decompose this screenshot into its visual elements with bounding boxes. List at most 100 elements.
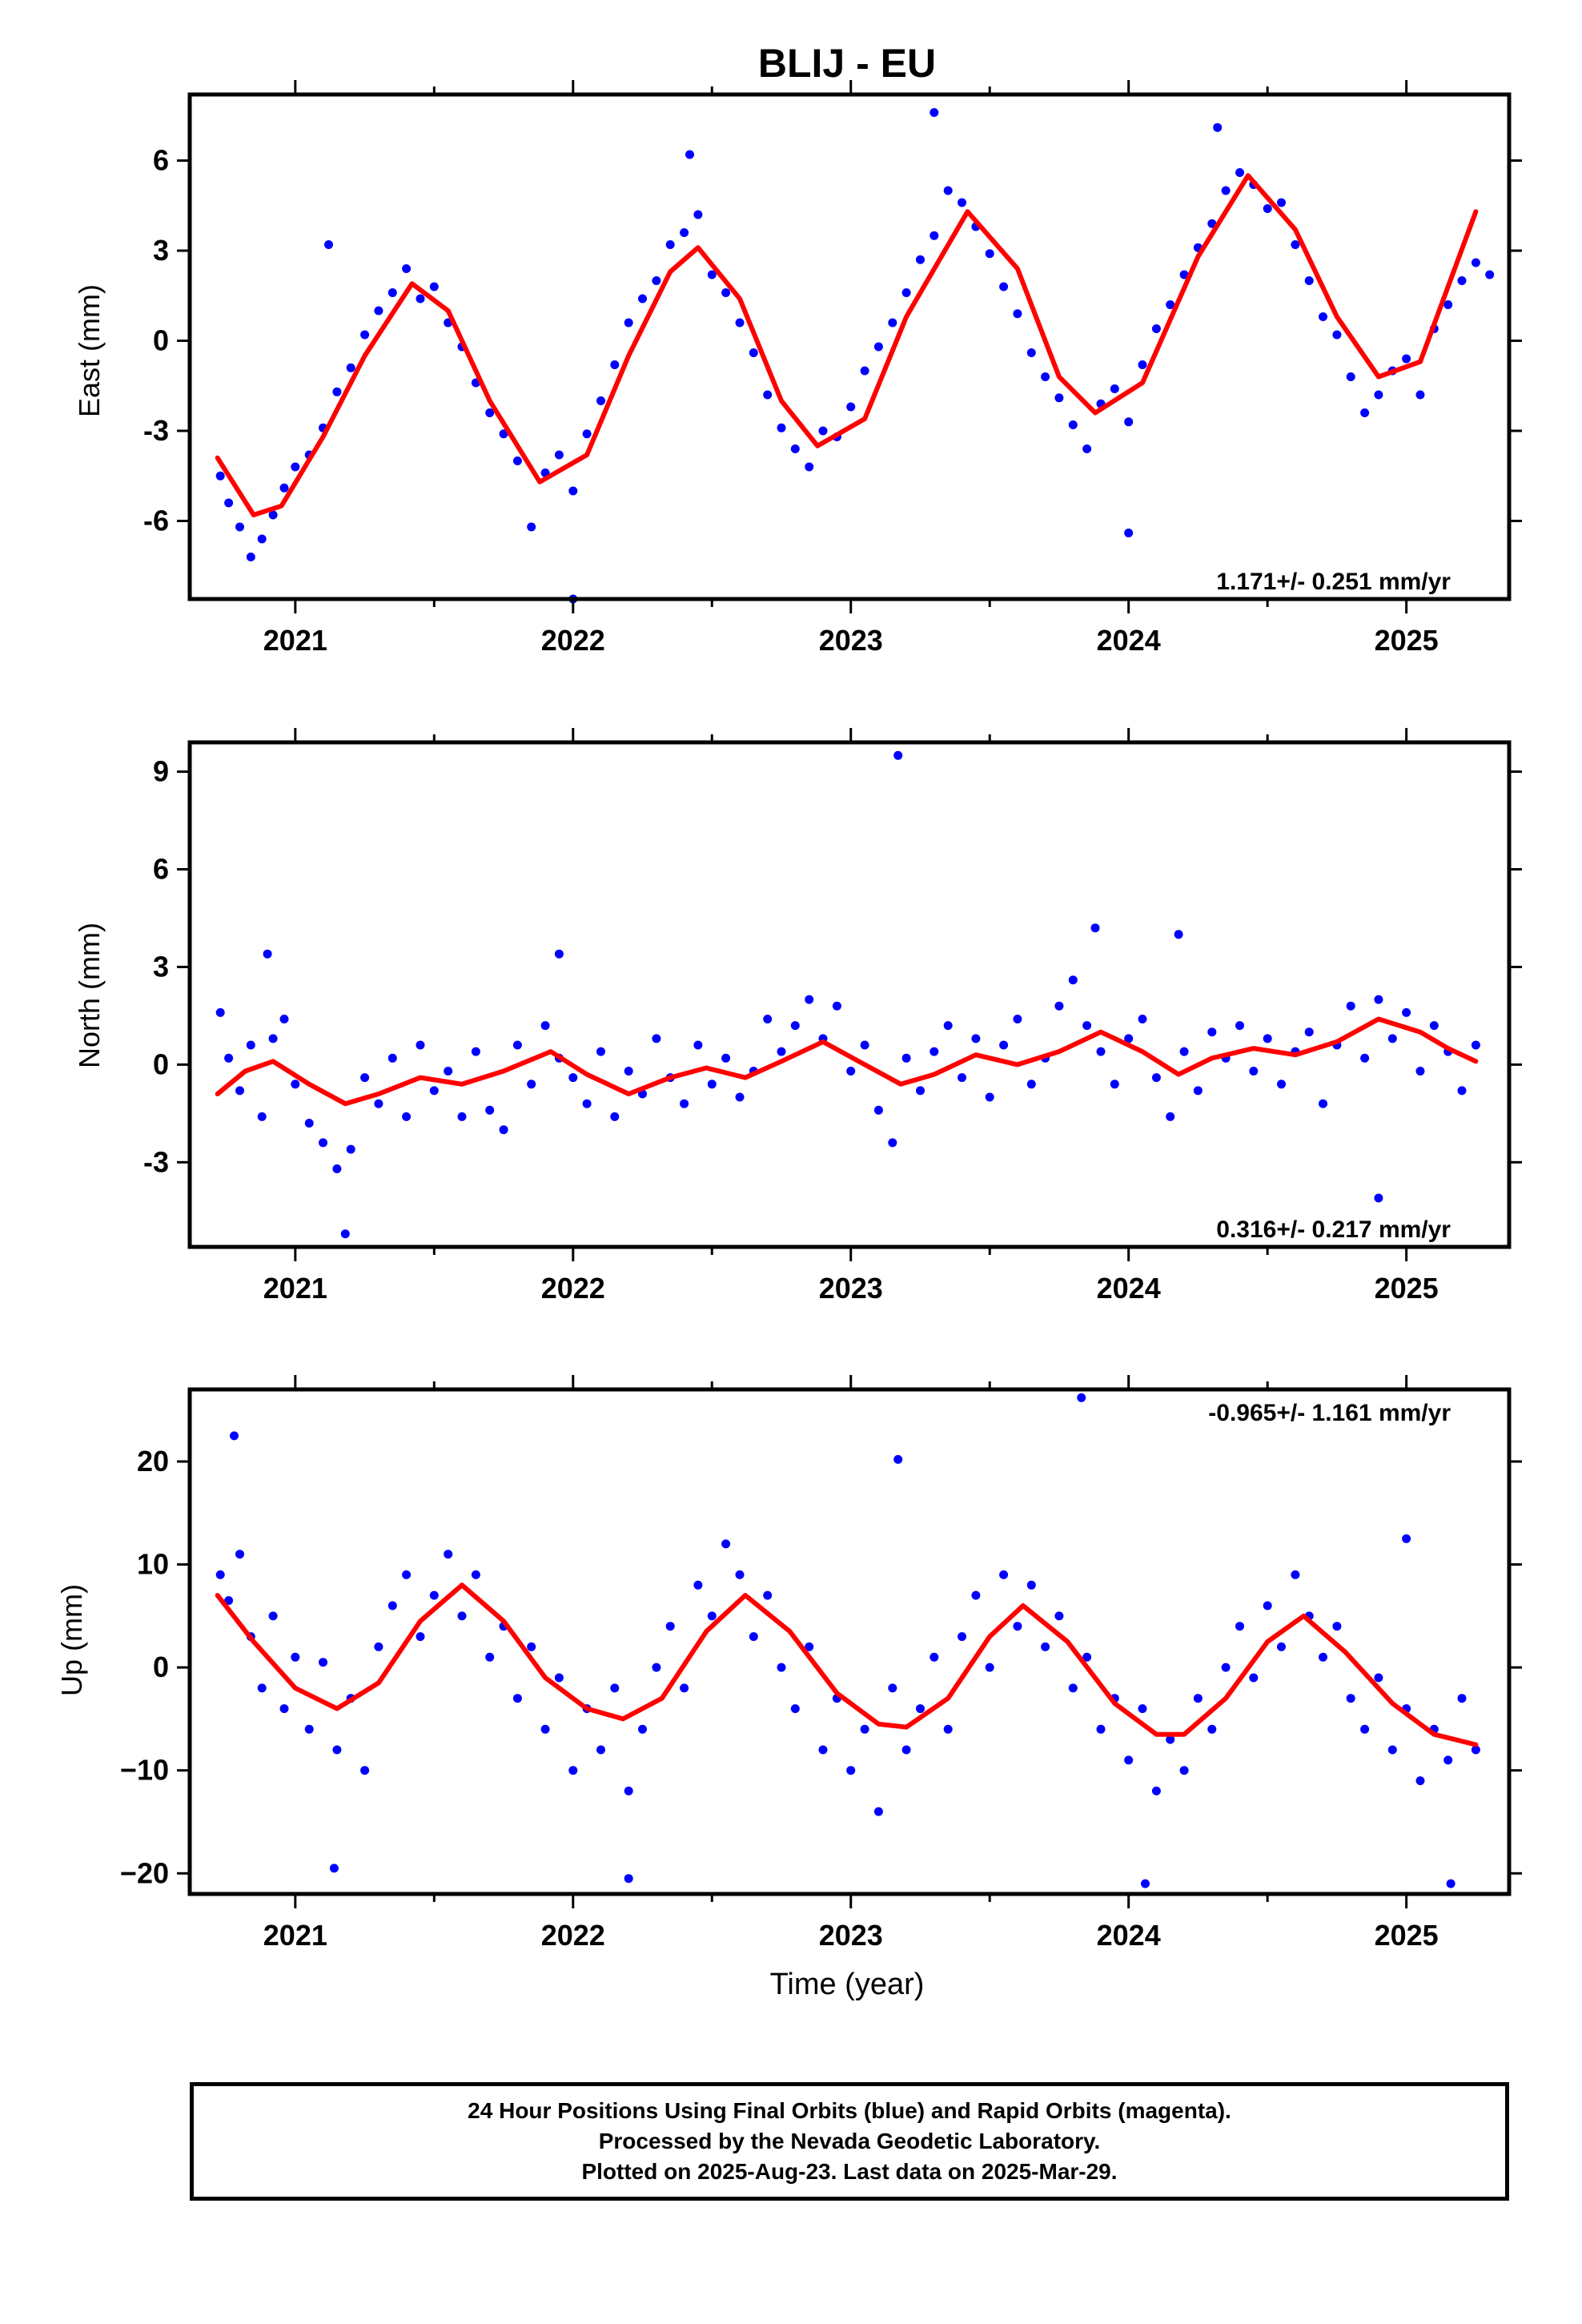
caption-box: 24 Hour Positions Using Final Orbits (bl… <box>190 2082 1509 2201</box>
east-y-tick-label: -6 <box>143 505 169 537</box>
up-data-point <box>873 1807 883 1816</box>
east-data-point <box>1360 408 1370 417</box>
up-data-point <box>1041 1642 1050 1651</box>
east-data-point <box>680 228 689 237</box>
east-data-point <box>1443 300 1453 309</box>
east-data-point <box>749 348 758 357</box>
up-data-point <box>1151 1786 1161 1795</box>
up-data-point <box>846 1766 856 1775</box>
east-rate-label: 1.171+/- 0.251 mm/yr <box>1216 569 1451 595</box>
east-axis-label: East (mm) <box>73 284 106 417</box>
north-data-point <box>582 1099 592 1108</box>
east-data-point <box>638 294 647 304</box>
east-x-tick-label: 2024 <box>1097 624 1161 657</box>
up-data-point <box>1457 1694 1467 1703</box>
north-data-point <box>340 1229 350 1239</box>
north-data-point <box>707 1080 717 1089</box>
north-data-point <box>860 1040 869 1050</box>
east-plot-frame <box>187 92 1512 601</box>
up-data-point <box>1179 1766 1189 1775</box>
up-data-point <box>257 1683 267 1693</box>
east-data-point <box>1151 324 1161 333</box>
east-data-point <box>901 288 911 297</box>
up-data-point <box>1443 1755 1453 1765</box>
east-points <box>215 108 1495 604</box>
north-data-point <box>610 1112 620 1121</box>
up-data-point <box>1387 1745 1397 1755</box>
north-data-point <box>402 1112 412 1121</box>
north-y-tick-label: 3 <box>153 950 169 983</box>
north-data-point <box>1193 1086 1203 1096</box>
up-x-tick-label: 2024 <box>1097 1919 1161 1952</box>
north-data-point <box>1179 1047 1189 1056</box>
up-data-point <box>1166 1735 1175 1744</box>
east-data-point <box>1304 276 1314 285</box>
north-data-point <box>1138 1015 1147 1023</box>
north-x-tick-label: 2023 <box>819 1272 883 1305</box>
east-data-point <box>1277 198 1286 207</box>
east-data-point <box>360 330 370 340</box>
east-data-point <box>610 360 620 369</box>
north-data-point <box>224 1053 234 1063</box>
north-data-point <box>971 1034 981 1043</box>
north-data-point <box>429 1086 439 1096</box>
up-data-point <box>1068 1683 1078 1693</box>
north-data-point <box>693 1040 703 1050</box>
east-data-point <box>512 456 522 465</box>
up-data-point <box>268 1611 278 1621</box>
north-data-point <box>1110 1080 1119 1089</box>
east-y-tick-label: 6 <box>153 144 169 177</box>
east-data-point <box>1054 393 1064 403</box>
north-data-point <box>873 1105 883 1115</box>
north-data-point <box>471 1047 480 1056</box>
east-data-point <box>215 471 225 480</box>
east-data-point <box>1263 204 1272 213</box>
north-data-point <box>1374 995 1383 1004</box>
north-data-point <box>901 1053 911 1063</box>
up-data-point <box>1054 1611 1064 1621</box>
up-plot-frame <box>187 1387 1512 1896</box>
east-data-point <box>1013 309 1022 319</box>
east-data-point <box>1235 168 1244 177</box>
up-data-point <box>693 1580 703 1590</box>
chart-title: BLIJ - EU <box>758 41 936 86</box>
north-rate-label: 0.316+/- 0.217 mm/yr <box>1216 1216 1451 1243</box>
x-axis-label: Time (year) <box>770 1968 925 2001</box>
up-data-point <box>554 1673 564 1683</box>
north-data-point <box>1096 1047 1106 1056</box>
north-data-point <box>554 949 564 959</box>
east-x-tick-label: 2021 <box>263 624 327 657</box>
up-data-point <box>1077 1393 1086 1402</box>
north-data-point <box>304 1119 314 1128</box>
north-data-point <box>268 1034 278 1043</box>
north-data-point <box>568 1073 578 1083</box>
east-fit-line <box>215 173 1479 517</box>
up-data-point <box>958 1632 966 1642</box>
up-data-point <box>893 1454 903 1464</box>
north-data-point <box>374 1099 383 1108</box>
north-points <box>215 750 1480 1239</box>
east-data-point <box>1124 529 1134 537</box>
north-data-point <box>1457 1086 1467 1096</box>
east-data-point <box>387 288 397 297</box>
east-data-point <box>860 366 869 376</box>
up-data-point <box>527 1642 536 1651</box>
up-data-point <box>485 1652 495 1662</box>
up-data-point <box>1346 1694 1355 1703</box>
north-data-point <box>1387 1034 1397 1043</box>
north-x-tick-label: 2024 <box>1097 1272 1161 1305</box>
up-data-point <box>638 1724 647 1734</box>
up-data-point <box>1193 1694 1203 1703</box>
up-rate-label: -0.965+/- 1.161 mm/yr <box>1208 1400 1451 1426</box>
up-data-point <box>1415 1776 1425 1786</box>
east-data-point <box>943 186 953 195</box>
east-data-point <box>1068 420 1078 429</box>
north-data-point <box>257 1112 267 1121</box>
north-data-point <box>387 1053 397 1063</box>
up-data-point <box>707 1611 717 1621</box>
east-data-point <box>665 240 675 249</box>
east-data-point <box>873 342 883 352</box>
north-data-point <box>985 1092 994 1102</box>
east-data-point <box>1166 300 1175 309</box>
